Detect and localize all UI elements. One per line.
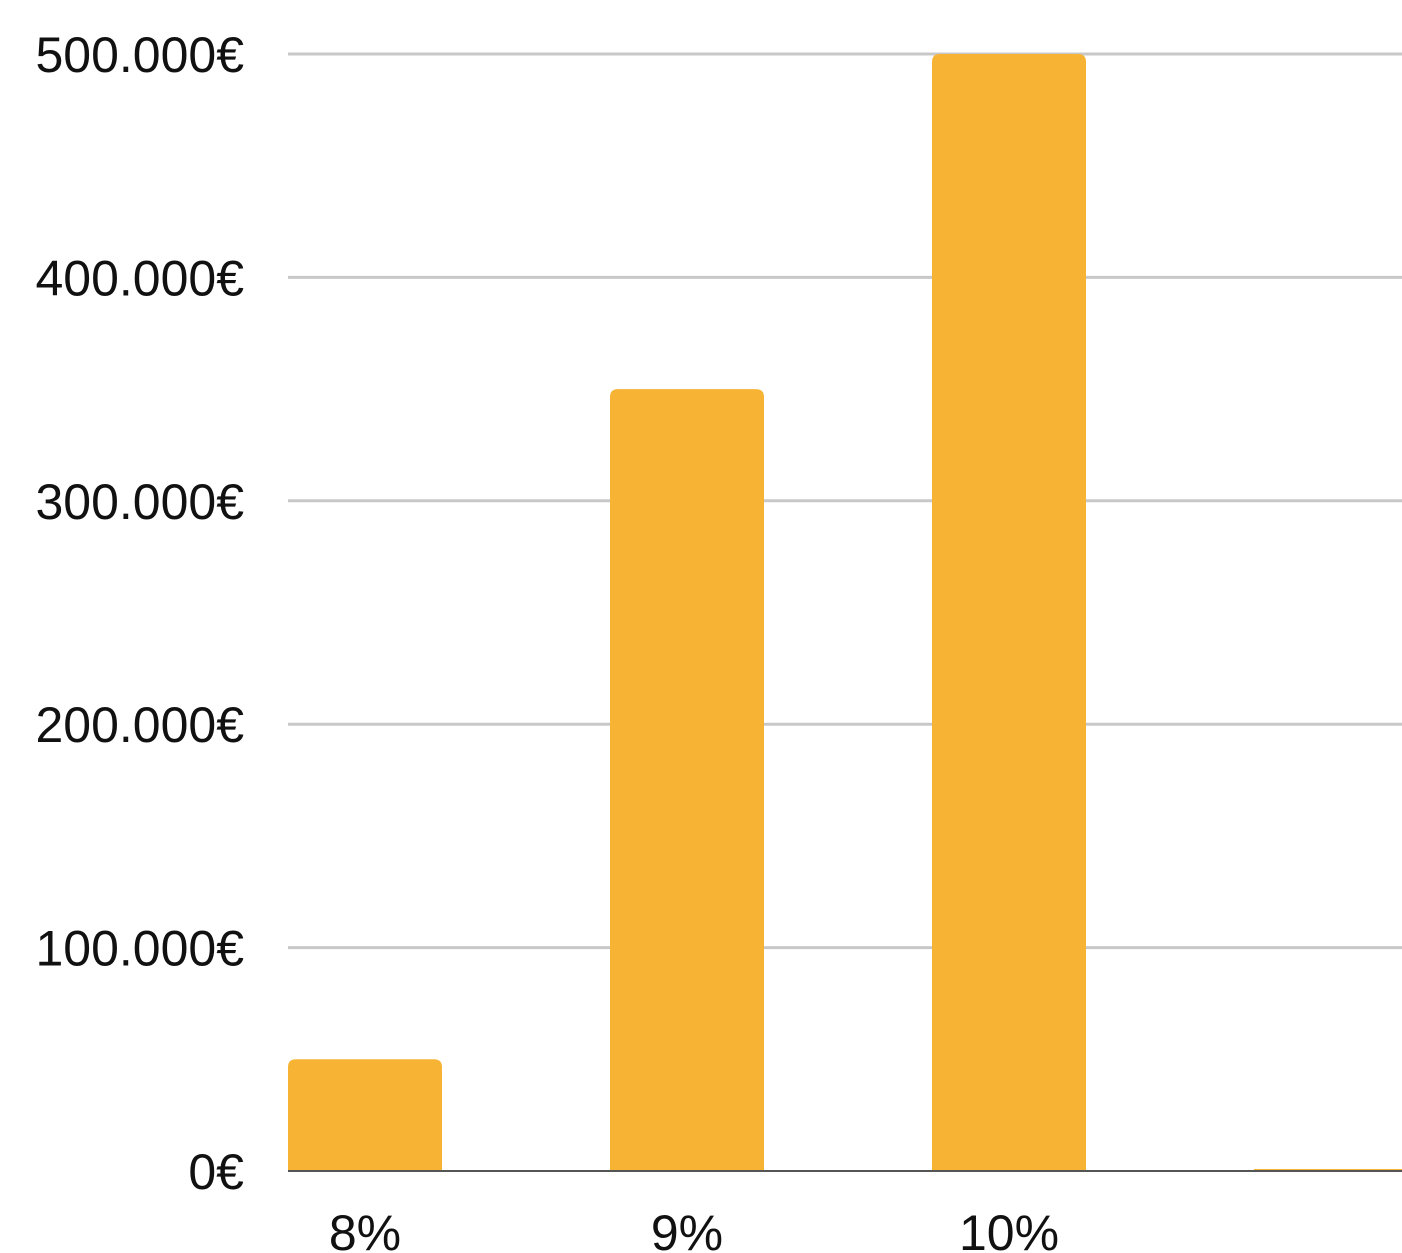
gridlines [288, 52, 1402, 950]
bar [610, 389, 764, 1172]
y-axis-tick-labels: 0€ 100.000€ 200.000€ 300.000€ 400.000€ 500.00… [35, 27, 244, 1200]
y-tick-label: 200.000€ [35, 697, 244, 753]
y-tick-label: 100.000€ [35, 921, 244, 977]
x-tick-label: 8% [329, 1205, 401, 1253]
x-axis-tick-labels: 8% 9% 10% [329, 1205, 1059, 1253]
x-tick-label: 9% [651, 1205, 723, 1253]
y-tick-label: 0€ [188, 1144, 244, 1200]
y-tick-label: 300.000€ [35, 474, 244, 530]
x-tick-label: 10% [959, 1205, 1059, 1253]
bars [288, 54, 1402, 1172]
y-tick-label: 500.000€ [35, 27, 244, 83]
bar [932, 54, 1086, 1171]
y-tick-label: 400.000€ [35, 250, 244, 306]
bar [288, 1059, 442, 1171]
